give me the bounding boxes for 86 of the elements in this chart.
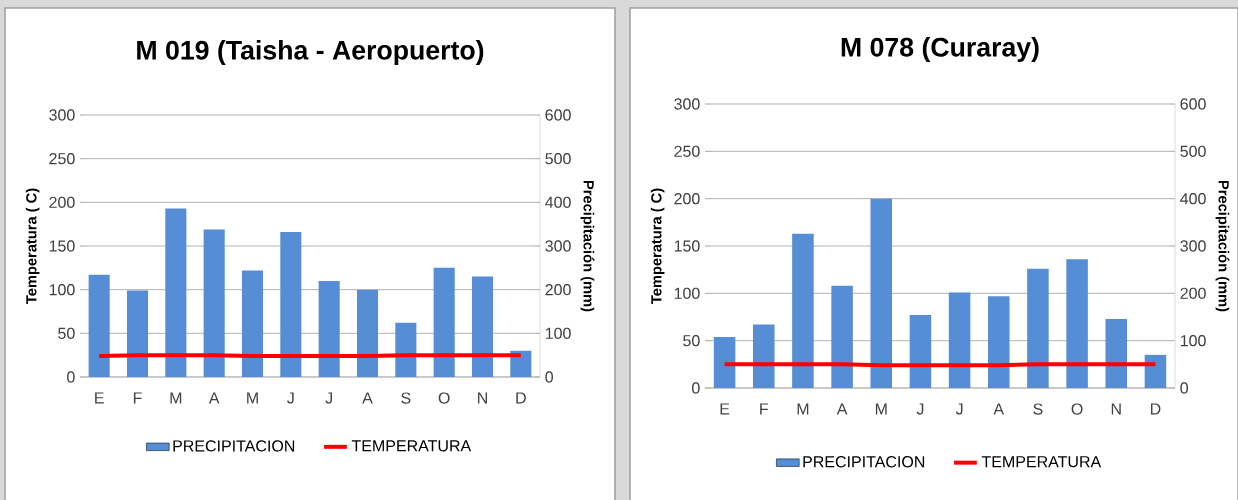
bar bbox=[471, 276, 494, 377]
bar bbox=[280, 232, 302, 377]
bar bbox=[792, 233, 814, 388]
y-tick-label: 250 bbox=[49, 153, 75, 165]
y2-axis-title: Precipitación (mm) bbox=[580, 180, 595, 312]
bar bbox=[433, 267, 455, 377]
y2-tick-label: 0 bbox=[545, 371, 553, 383]
y-axis-title: Temperatura ( C) bbox=[25, 188, 40, 304]
y-tick-label: 200 bbox=[674, 193, 700, 205]
x-tick-label: J bbox=[916, 403, 924, 415]
bar bbox=[165, 208, 187, 377]
bar bbox=[831, 285, 853, 388]
x-tick-label: D bbox=[516, 392, 526, 404]
y-tick-label: 100 bbox=[49, 284, 75, 296]
legend-label: PRECIPITACION bbox=[173, 440, 295, 452]
bar bbox=[1105, 318, 1128, 388]
y-tick-label: 150 bbox=[674, 240, 700, 252]
y2-tick-label: 500 bbox=[545, 153, 571, 165]
y2-axis-title: Precipitación (mm) bbox=[1215, 180, 1230, 312]
x-tick-label: J bbox=[325, 392, 332, 404]
y2-tick-label: 200 bbox=[545, 284, 571, 296]
y2-tick-label: 600 bbox=[1180, 98, 1206, 110]
y2-tick-label: 0 bbox=[1180, 382, 1188, 394]
x-tick-label: D bbox=[1150, 403, 1161, 415]
y-tick-label: 300 bbox=[674, 98, 700, 110]
x-tick-label: E bbox=[720, 403, 730, 415]
y-tick-label: 0 bbox=[67, 371, 75, 383]
x-tick-label: F bbox=[133, 392, 142, 404]
y2-tick-label: 600 bbox=[545, 109, 571, 121]
y2-tick-label: 400 bbox=[1180, 193, 1206, 205]
x-tick-label: S bbox=[1033, 403, 1043, 415]
y2-tick-label: 300 bbox=[1180, 240, 1206, 252]
y-tick-label: 250 bbox=[674, 145, 700, 157]
bar bbox=[909, 315, 932, 388]
x-tick-label: E bbox=[95, 392, 104, 404]
legend-label: TEMPERATURA bbox=[351, 440, 472, 452]
x-tick-label: M bbox=[170, 392, 182, 404]
x-tick-label: M bbox=[875, 403, 887, 415]
y2-tick-label: 100 bbox=[1180, 335, 1206, 347]
y2-tick-label: 400 bbox=[545, 196, 571, 208]
bar bbox=[241, 270, 264, 377]
chart-title: M 078 (Curaray) bbox=[841, 37, 1039, 62]
x-tick-label: A bbox=[836, 403, 848, 415]
y2-tick-label: 200 bbox=[1180, 287, 1206, 299]
x-tick-label: O bbox=[1071, 403, 1083, 415]
y-tick-label: 300 bbox=[49, 109, 75, 121]
x-tick-label: M bbox=[797, 403, 809, 415]
x-tick-label: M bbox=[247, 392, 258, 404]
x-tick-label: A bbox=[362, 392, 373, 404]
y2-tick-label: 300 bbox=[545, 240, 571, 252]
bar bbox=[752, 324, 775, 388]
x-tick-label: N bbox=[1111, 403, 1121, 415]
x-tick-label: N bbox=[478, 392, 487, 404]
y-axis-title: Temperatura ( C) bbox=[650, 188, 665, 304]
bar bbox=[987, 296, 1010, 388]
x-tick-label: F bbox=[760, 403, 769, 415]
bar bbox=[1066, 259, 1088, 388]
x-tick-label: S bbox=[401, 392, 411, 404]
y2-tick-label: 500 bbox=[1180, 145, 1206, 157]
bar bbox=[1144, 354, 1167, 388]
x-tick-label: A bbox=[208, 392, 220, 404]
bar bbox=[713, 336, 736, 388]
bar bbox=[318, 280, 340, 377]
x-tick-label: J bbox=[287, 392, 294, 404]
y-tick-label: 100 bbox=[674, 287, 700, 299]
x-tick-label: J bbox=[955, 403, 963, 415]
y-tick-label: 50 bbox=[58, 327, 75, 339]
chart-title: M 019 (Taisha - Aeropuerto) bbox=[137, 40, 484, 65]
bar bbox=[203, 229, 225, 377]
y2-tick-label: 100 bbox=[545, 327, 571, 339]
y-tick-label: 50 bbox=[683, 335, 700, 347]
bar bbox=[126, 290, 149, 377]
x-tick-label: O bbox=[438, 392, 450, 404]
bar bbox=[88, 274, 110, 377]
legend-label: TEMPERATURA bbox=[981, 456, 1102, 468]
y-tick-label: 150 bbox=[49, 240, 75, 252]
bar bbox=[356, 289, 379, 377]
y-tick-label: 0 bbox=[692, 382, 700, 394]
bar bbox=[510, 350, 532, 377]
bar bbox=[948, 292, 971, 388]
bar bbox=[870, 198, 893, 388]
legend-label: PRECIPITACION bbox=[803, 456, 925, 468]
bar bbox=[395, 322, 417, 377]
x-tick-label: A bbox=[993, 403, 1005, 415]
y-tick-label: 200 bbox=[49, 196, 75, 208]
bar bbox=[1027, 268, 1049, 388]
